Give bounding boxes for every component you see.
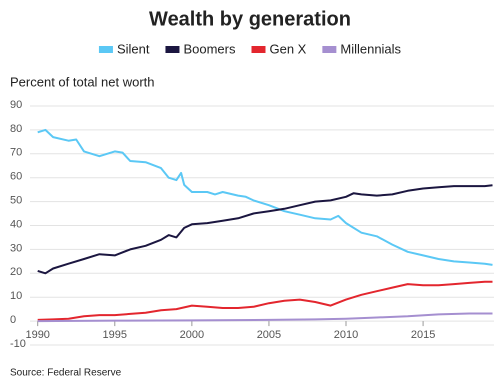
- chart-title: Wealth by generation: [149, 8, 351, 30]
- y-tick-label: 30: [10, 242, 22, 254]
- legend-label: Gen X: [270, 41, 307, 56]
- y-tick-label: 80: [10, 123, 22, 135]
- x-tick-label: 2005: [257, 329, 281, 341]
- x-tick-label: 2015: [411, 329, 435, 341]
- y-tick-label: 40: [10, 218, 22, 230]
- y-tick-label: 70: [10, 147, 22, 159]
- x-tick-label: 2010: [334, 329, 358, 341]
- y-tick-label: 60: [10, 171, 22, 183]
- line: [37, 312, 493, 323]
- source: Source: Federal Reserve: [10, 368, 122, 379]
- x-tick-label: 1990: [25, 329, 49, 341]
- y-axis-label: Percent of total net worth: [10, 74, 155, 89]
- legend-swatch: [165, 46, 180, 53]
- y-tick-label: 20: [10, 266, 22, 278]
- line: [37, 128, 493, 266]
- legend-swatch: [98, 46, 113, 53]
- y-tick-label: 90: [10, 99, 22, 111]
- legend-label: Millennials: [340, 41, 401, 56]
- line: [37, 280, 493, 321]
- line: [37, 184, 493, 275]
- legend-label: Boomers: [183, 41, 236, 56]
- x-tick-label: 2000: [180, 329, 204, 341]
- y-tick-label: 10: [10, 290, 22, 302]
- legend-swatch: [251, 46, 266, 53]
- y-tick-label: 0: [10, 314, 16, 326]
- y-tick-label: 50: [10, 195, 22, 207]
- x-tick-label: 1995: [103, 329, 127, 341]
- legend-swatch: [322, 46, 337, 53]
- y-tick-label: -10: [10, 338, 26, 350]
- legend-label: Silent: [117, 41, 150, 56]
